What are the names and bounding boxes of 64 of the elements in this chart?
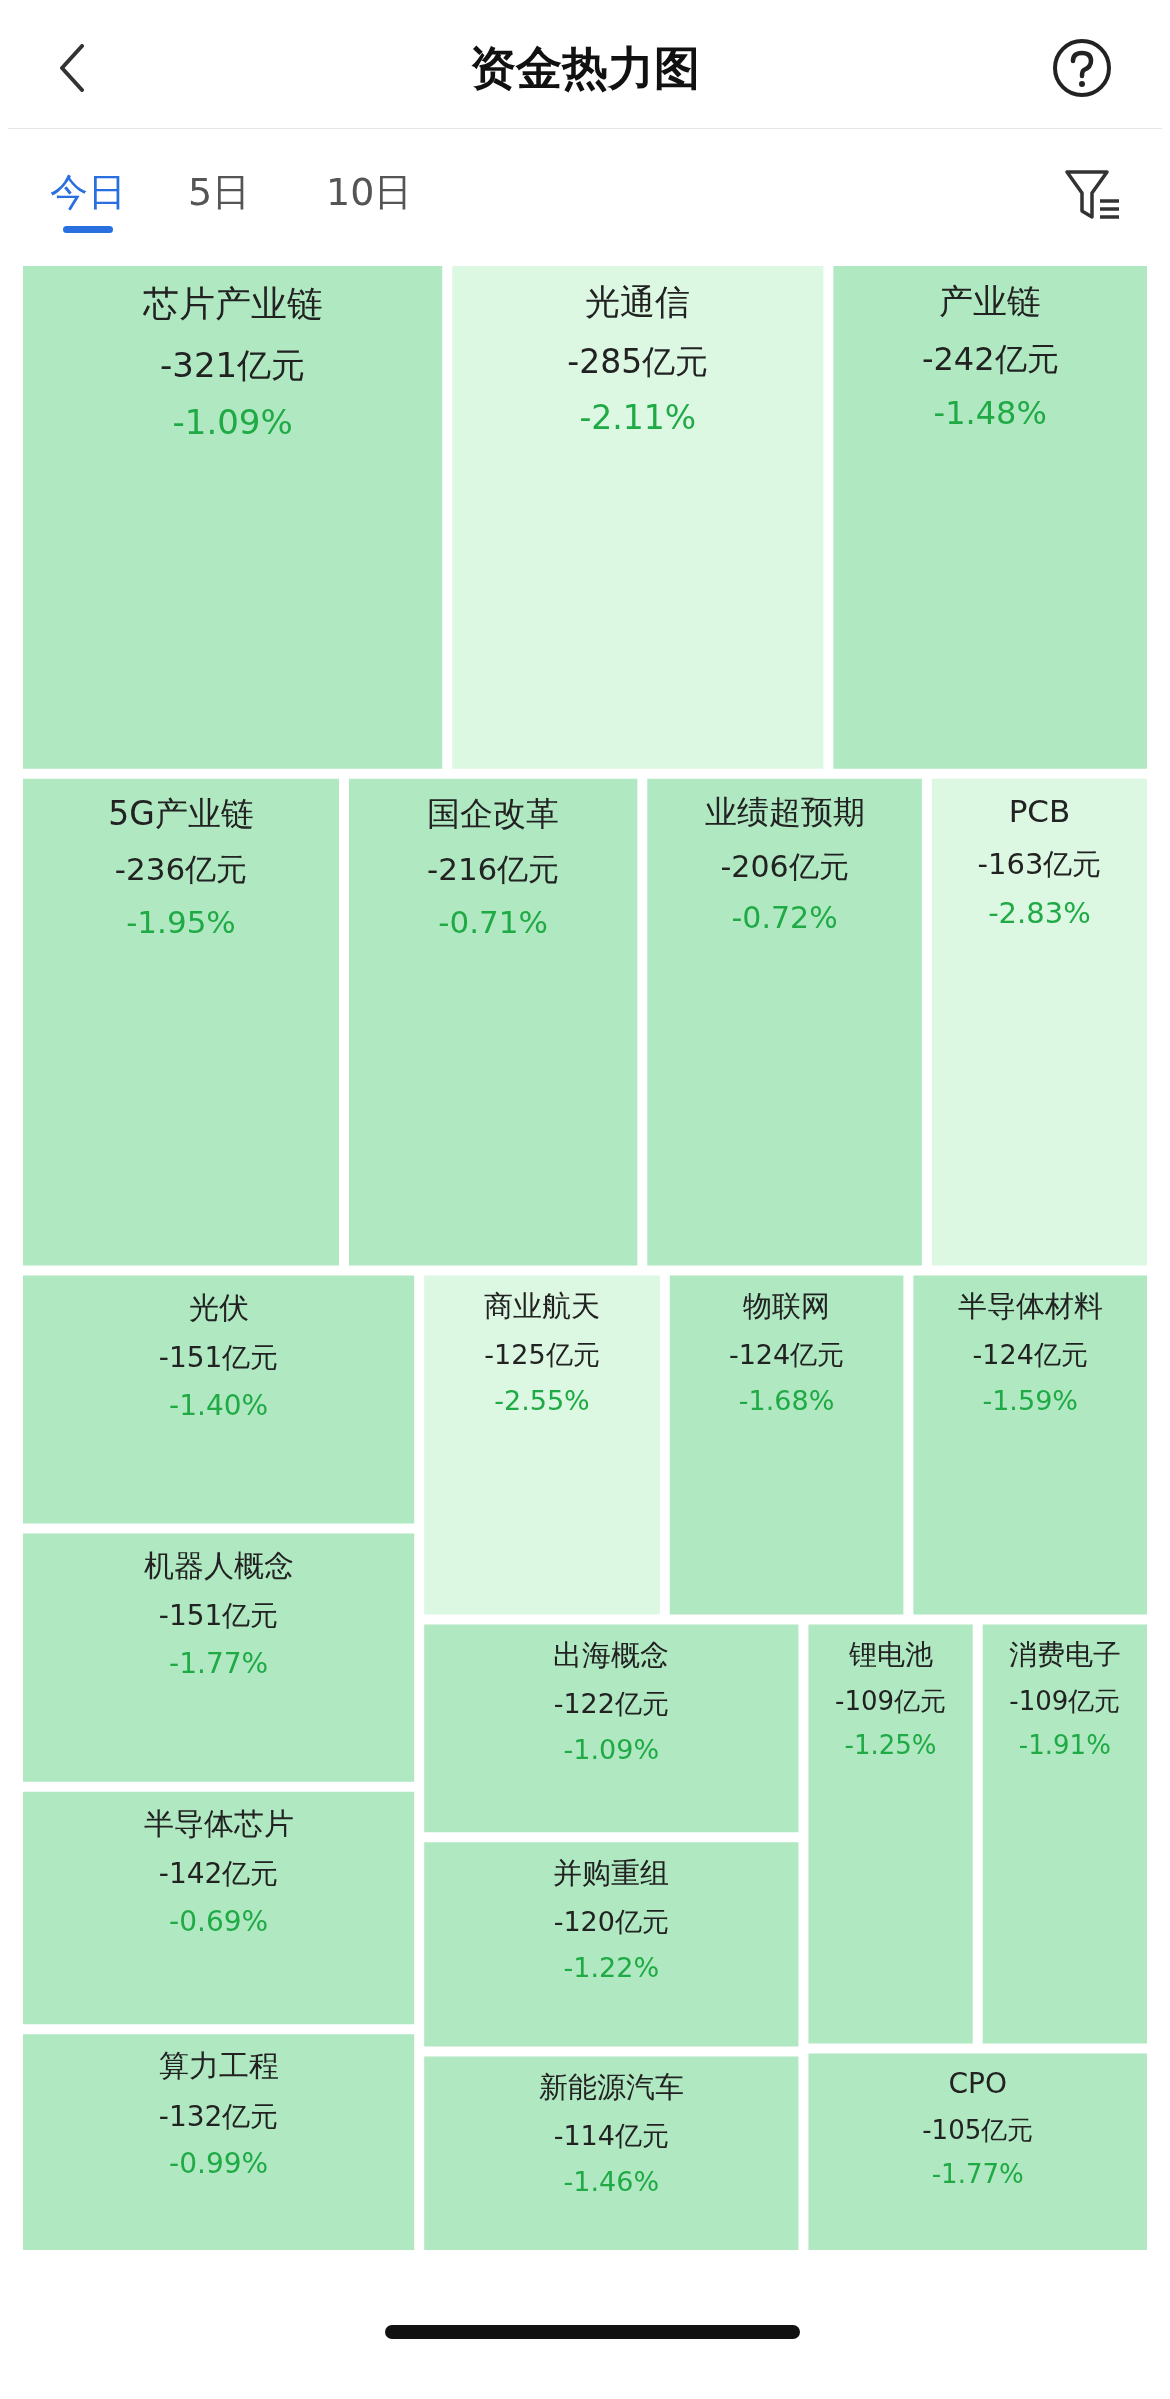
category-label: 商业航天 <box>484 1289 600 1324</box>
category-label: CPO <box>948 2066 1007 2100</box>
data-label: -124亿元 <box>728 1339 845 1371</box>
data-label: -1.91% <box>1018 1730 1111 1761</box>
data-label: -236亿元 <box>114 851 248 888</box>
data-label: -1.46% <box>563 2166 660 2198</box>
data-label: -1.48% <box>933 394 1047 433</box>
data-label: -1.68% <box>738 1385 835 1417</box>
category-label: 5G产业链 <box>108 793 254 833</box>
data-label: -109亿元 <box>1009 1686 1121 1716</box>
data-label: -151亿元 <box>158 1340 279 1374</box>
data-label: -242亿元 <box>921 340 1059 378</box>
category-label: 物联网 <box>743 1289 831 1324</box>
category-label: 业绩超预期 <box>704 793 865 832</box>
category-label: 国企改革 <box>427 793 560 833</box>
data-label: -0.69% <box>169 1904 269 1938</box>
category-label: 消费电子 <box>1008 1637 1121 1671</box>
data-label: -120亿元 <box>553 1906 669 1938</box>
data-label: -2.55% <box>494 1385 590 1417</box>
data-label: -109亿元 <box>835 1686 947 1716</box>
data-label: -151亿元 <box>158 1599 279 1633</box>
data-label: -1.40% <box>169 1388 269 1422</box>
data-label: -114亿元 <box>553 2120 669 2152</box>
text: 10日 <box>326 169 413 216</box>
data-label: -1.09% <box>563 1734 660 1766</box>
data-label: -285亿元 <box>567 342 709 382</box>
data-label: -1.25% <box>844 1730 937 1761</box>
data-label: -142亿元 <box>158 1857 279 1891</box>
data-label: -122亿元 <box>553 1688 669 1720</box>
category-label: 锂电池 <box>847 1637 933 1671</box>
data-label: -216亿元 <box>426 851 560 888</box>
data-label: -1.59% <box>982 1385 1078 1417</box>
category-label: 光通信 <box>585 282 691 323</box>
data-label: -2.83% <box>988 895 1091 930</box>
data-label: -206亿元 <box>720 848 849 884</box>
category-label: 产业链 <box>939 281 1042 322</box>
data-label: -1.95% <box>126 903 236 940</box>
data-label: -163亿元 <box>977 846 1102 881</box>
text: 今日 <box>50 169 126 216</box>
data-label: -1.22% <box>563 1951 660 1983</box>
data-label: -105亿元 <box>922 2114 1034 2145</box>
data-label: -0.72% <box>731 899 838 935</box>
data-label: -132亿元 <box>158 2099 279 2133</box>
category-label: 算力工程 <box>158 2048 279 2084</box>
category-label: 芯片产业链 <box>141 282 323 324</box>
data-label: -1.77% <box>931 2159 1024 2190</box>
category-label: 并购重组 <box>553 1855 670 1890</box>
data-label: -124亿元 <box>972 1339 1088 1371</box>
data-label: -1.77% <box>169 1646 269 1680</box>
data-label: -0.99% <box>169 2147 269 2181</box>
text: 5日 <box>188 169 251 216</box>
category-label: 出海概念 <box>553 1638 670 1673</box>
data-label: -0.71% <box>438 903 548 940</box>
category-label: 半导体材料 <box>957 1289 1103 1324</box>
category-label: 新能源汽车 <box>538 2070 684 2105</box>
category-label: 半导体芯片 <box>143 1805 294 1841</box>
data-label: -1.09% <box>172 402 293 443</box>
category-label: 机器人概念 <box>143 1547 294 1583</box>
data-label: -2.11% <box>579 398 697 438</box>
text: 资金热力图 <box>469 40 701 97</box>
category-label: 光伏 <box>188 1289 249 1325</box>
data-label: -125亿元 <box>484 1339 600 1371</box>
data-label: -321亿元 <box>160 344 306 385</box>
category-label: PCB <box>1008 793 1071 830</box>
